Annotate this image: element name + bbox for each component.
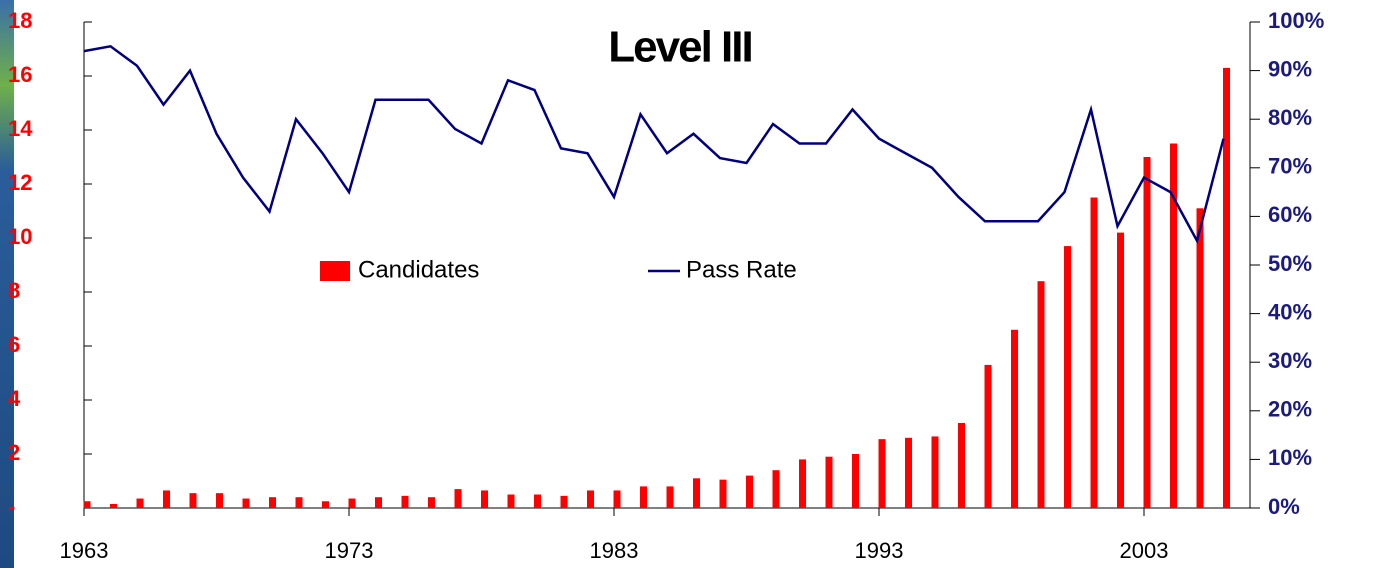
legend-label: Candidates xyxy=(358,256,479,283)
y-tick-label: 18 xyxy=(8,8,32,33)
bar xyxy=(1143,157,1151,508)
bar xyxy=(878,439,886,508)
bar xyxy=(613,490,621,508)
bar xyxy=(136,498,144,508)
y2-tick-label: 70% xyxy=(1268,154,1312,179)
x-tick-label: 1993 xyxy=(855,538,904,563)
y2-tick-label: 50% xyxy=(1268,251,1312,276)
y-tick-label: 14 xyxy=(8,116,33,141)
bar xyxy=(481,490,488,508)
bar xyxy=(216,493,223,508)
bar xyxy=(1090,197,1098,508)
x-tick-label: 1983 xyxy=(590,538,639,563)
x-tick-label: 1963 xyxy=(60,538,109,563)
bar xyxy=(110,503,117,508)
legend-swatch xyxy=(320,261,350,281)
bar xyxy=(1064,246,1071,508)
chart-title: Level III xyxy=(608,23,751,72)
bar xyxy=(693,478,700,508)
y-tick-label: 10 xyxy=(8,224,32,249)
bar xyxy=(746,475,753,508)
y2-tick-label: 80% xyxy=(1268,105,1312,130)
bar xyxy=(454,489,462,508)
bar xyxy=(1011,329,1018,508)
y-tick-label: 16 xyxy=(8,62,32,87)
y2-tick-label: 40% xyxy=(1268,299,1312,324)
y2-tick-label: 10% xyxy=(1268,445,1312,470)
bar xyxy=(507,494,515,508)
bar xyxy=(242,498,250,508)
y-tick-label: 2 xyxy=(8,440,20,465)
bar xyxy=(666,486,674,508)
bar xyxy=(269,497,276,508)
bar xyxy=(560,495,568,508)
background-strip xyxy=(0,0,14,568)
bar xyxy=(905,437,912,508)
bar xyxy=(1037,281,1045,508)
y2-tick-label: 60% xyxy=(1268,202,1312,227)
y-tick-label: 12 xyxy=(8,170,32,195)
y2-tick-label: 100% xyxy=(1268,8,1324,33)
bar xyxy=(1223,67,1230,509)
y2-tick-label: 90% xyxy=(1268,56,1312,81)
bar xyxy=(189,493,197,508)
y2-tick-label: 30% xyxy=(1268,348,1312,373)
bar xyxy=(719,479,727,508)
y-tick-label: 8 xyxy=(8,278,20,303)
bar xyxy=(958,422,965,508)
y2-tick-label: 20% xyxy=(1268,397,1312,422)
bar xyxy=(348,498,356,508)
bar xyxy=(1196,208,1204,509)
bar xyxy=(984,364,992,508)
y2-tick-label: 0% xyxy=(1268,494,1300,519)
bar xyxy=(799,459,806,508)
y-tick-label: - xyxy=(8,494,15,519)
bar xyxy=(587,490,594,508)
bar xyxy=(640,486,647,508)
x-tick-label: 2003 xyxy=(1120,538,1169,563)
line xyxy=(83,44,1225,245)
bar xyxy=(825,456,833,508)
legend-label: Pass Rate xyxy=(686,256,797,283)
bar xyxy=(852,454,859,508)
bar xyxy=(428,497,435,508)
bar xyxy=(401,495,409,508)
bar xyxy=(534,494,541,508)
bar xyxy=(295,497,303,508)
bar xyxy=(163,490,170,508)
x-tick-label: 1973 xyxy=(325,538,374,563)
y-tick-label: 4 xyxy=(8,386,21,411)
bar xyxy=(931,436,939,508)
bar xyxy=(772,470,780,508)
bar xyxy=(1117,232,1124,508)
bar xyxy=(1170,143,1177,508)
bar xyxy=(322,501,329,508)
bar xyxy=(83,501,91,508)
bar xyxy=(375,497,382,508)
y-tick-label: 6 xyxy=(8,332,20,357)
